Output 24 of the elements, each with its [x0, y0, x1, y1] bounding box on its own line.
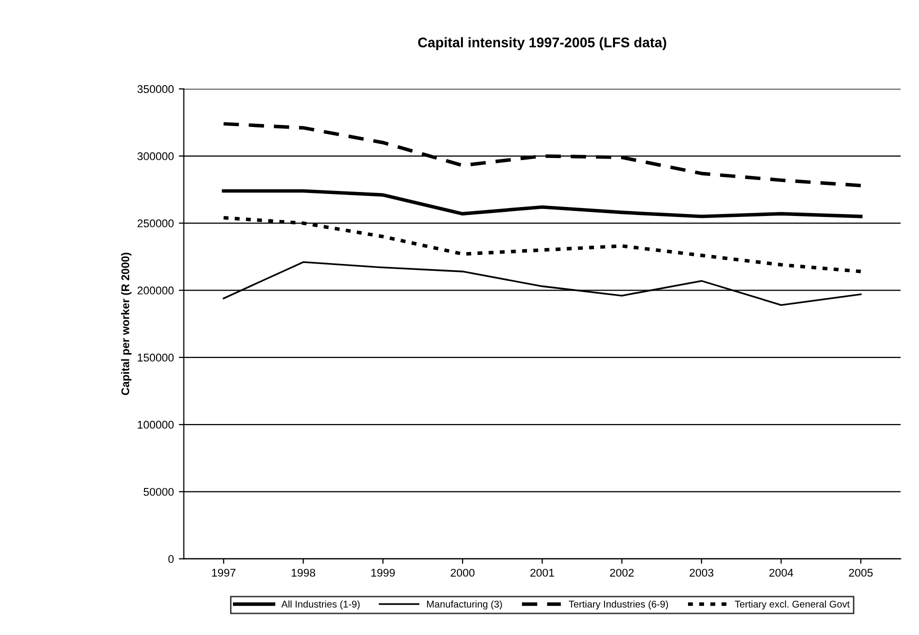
y-tick-label: 50000 — [144, 488, 174, 496]
legend-label: Manufacturing (3) — [427, 600, 502, 610]
x-tick-label: 2005 — [849, 568, 873, 577]
x-tick-label: 2003 — [690, 568, 714, 577]
y-tick-label: 0 — [168, 555, 174, 563]
legend-label: All Industries (1-9) — [281, 600, 360, 610]
x-tick-label: 2000 — [450, 568, 474, 577]
y-tick-label: 250000 — [138, 219, 174, 228]
y-tick-label: 300000 — [137, 152, 174, 160]
legend-label: Tertiary excl. General Govt — [734, 600, 850, 610]
x-tick-label: 2001 — [530, 568, 554, 577]
y-axis-title: Capital per worker (R 2000) — [121, 252, 132, 396]
x-tick-label: 1997 — [212, 568, 236, 577]
legend-label: Tertiary Industries (6-9) — [568, 600, 668, 610]
y-tick-label: 100000 — [138, 420, 174, 429]
y-tick-label: 350000 — [137, 85, 174, 94]
line-series — [222, 189, 863, 218]
x-tick-label: 2004 — [769, 568, 794, 577]
chart-title: Capital intensity 1997-2005 (LFS data) — [418, 37, 666, 50]
x-tick-label: 1998 — [292, 568, 316, 577]
x-tick-label: 1999 — [371, 568, 395, 577]
y-tick-label: 200000 — [138, 286, 174, 294]
y-tick-label: 150000 — [138, 354, 174, 362]
x-tick-label: 2002 — [610, 568, 634, 577]
